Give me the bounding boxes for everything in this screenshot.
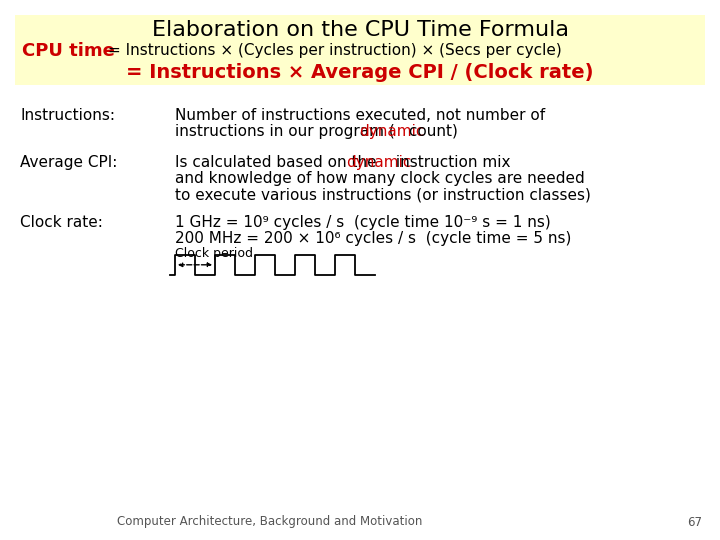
Text: = Instructions × (Cycles per instruction) × (Secs per cycle): = Instructions × (Cycles per instruction…: [108, 44, 562, 58]
Text: Instructions:: Instructions:: [20, 108, 115, 123]
Text: Elaboration on the CPU Time Formula: Elaboration on the CPU Time Formula: [151, 20, 569, 40]
Text: count): count): [404, 124, 457, 139]
Text: Clock rate:: Clock rate:: [20, 215, 103, 230]
Text: Clock period: Clock period: [175, 247, 253, 260]
Text: instruction mix: instruction mix: [391, 155, 510, 170]
Text: dynamic: dynamic: [359, 124, 425, 139]
Bar: [15, 15, 705, 85]
Text: 1 GHz = 10⁹ cycles / s  (cycle time 10⁻⁹ s = 1 ns): 1 GHz = 10⁹ cycles / s (cycle time 10⁻⁹ …: [175, 215, 551, 230]
Text: Average CPI:: Average CPI:: [20, 155, 117, 170]
Text: 67: 67: [688, 516, 703, 529]
Text: = Instructions × Average CPI / (Clock rate): = Instructions × Average CPI / (Clock ra…: [126, 64, 594, 83]
Text: instructions in our program (: instructions in our program (: [175, 124, 395, 139]
Text: CPU time: CPU time: [22, 42, 115, 60]
Text: dynamic: dynamic: [346, 155, 412, 170]
Text: Computer Architecture, Background and Motivation: Computer Architecture, Background and Mo…: [117, 516, 423, 529]
Text: Is calculated based on the: Is calculated based on the: [175, 155, 382, 170]
Text: to execute various instructions (or instruction classes): to execute various instructions (or inst…: [175, 187, 591, 202]
Text: Number of instructions executed, not number of: Number of instructions executed, not num…: [175, 108, 545, 123]
Text: and knowledge of how many clock cycles are needed: and knowledge of how many clock cycles a…: [175, 171, 585, 186]
Text: 200 MHz = 200 × 10⁶ cycles / s  (cycle time = 5 ns): 200 MHz = 200 × 10⁶ cycles / s (cycle ti…: [175, 231, 572, 246]
